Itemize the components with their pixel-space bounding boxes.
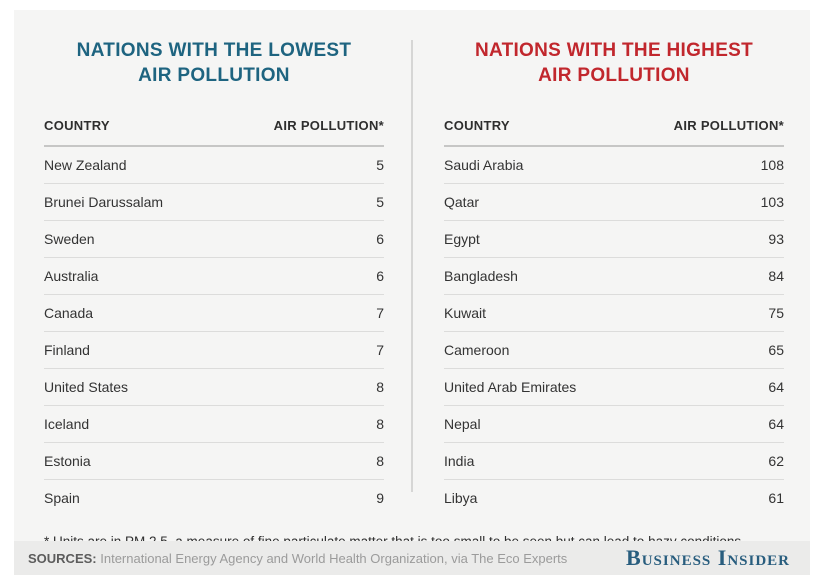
tables-container: NATIONS WITH THE LOWEST AIR POLLUTION CO… — [14, 10, 810, 516]
country-name: Egypt — [444, 231, 480, 247]
country-name: Australia — [44, 268, 99, 284]
country-name: Iceland — [44, 416, 90, 432]
country-name: United States — [44, 379, 129, 395]
table-row: Egypt 93 — [444, 221, 784, 258]
table-row: Canada 7 — [44, 295, 384, 332]
pollution-value: 5 — [376, 157, 384, 173]
pollution-value: 108 — [760, 157, 784, 173]
table-header: COUNTRY AIR POLLUTION* — [444, 118, 784, 147]
table-row: Estonia 8 — [44, 443, 384, 480]
sources-label: SOURCES: — [28, 550, 97, 566]
pollution-value: 8 — [376, 416, 384, 432]
country-name: India — [444, 453, 475, 469]
column-header-country: COUNTRY — [444, 118, 510, 133]
title-line-2: AIR POLLUTION — [138, 65, 290, 86]
country-name: United Arab Emirates — [444, 379, 577, 395]
title-line-2: AIR POLLUTION — [538, 65, 690, 86]
country-name: Nepal — [444, 416, 481, 432]
country-name: Finland — [44, 342, 90, 358]
business-insider-logo: Business Insider — [626, 545, 790, 570]
table-row: Brunei Darussalam 5 — [44, 184, 384, 221]
pollution-value: 5 — [376, 194, 384, 210]
column-header-country: COUNTRY — [44, 118, 110, 133]
pollution-value: 7 — [376, 342, 384, 358]
pollution-value: 103 — [760, 194, 784, 210]
table-row: Cameroon 65 — [444, 332, 784, 369]
pollution-value: 6 — [376, 268, 384, 284]
pollution-value: 64 — [768, 379, 784, 395]
table-row: India 62 — [444, 443, 784, 480]
country-name: Cameroon — [444, 342, 510, 358]
vertical-divider — [411, 40, 413, 492]
table-header: COUNTRY AIR POLLUTION* — [44, 118, 384, 147]
pollution-value: 64 — [768, 416, 784, 432]
country-name: Libya — [444, 490, 478, 506]
country-name: Spain — [44, 490, 80, 506]
table-row: Nepal 64 — [444, 406, 784, 443]
country-name: Bangladesh — [444, 268, 518, 284]
table-row: Australia 6 — [44, 258, 384, 295]
column-header-air-pollution: AIR POLLUTION* — [273, 118, 384, 133]
table-row: United States 8 — [44, 369, 384, 406]
pollution-value: 62 — [768, 453, 784, 469]
table-row: Finland 7 — [44, 332, 384, 369]
lowest-pollution-table: NATIONS WITH THE LOWEST AIR POLLUTION CO… — [14, 10, 406, 516]
table-row: Saudi Arabia 108 — [444, 147, 784, 184]
title-line-1: NATIONS WITH THE LOWEST — [76, 40, 352, 61]
pollution-value: 75 — [768, 305, 784, 321]
title-line-1: NATIONS WITH THE HIGHEST — [474, 40, 754, 61]
table-row: Spain 9 — [44, 480, 384, 516]
country-name: New Zealand — [44, 157, 127, 173]
pollution-value: 6 — [376, 231, 384, 247]
country-name: Kuwait — [444, 305, 487, 321]
lowest-table-title: NATIONS WITH THE LOWEST AIR POLLUTION — [44, 38, 384, 88]
pollution-value: 65 — [768, 342, 784, 358]
country-name: Brunei Darussalam — [44, 194, 164, 210]
pollution-value: 93 — [768, 231, 784, 247]
pollution-value: 9 — [376, 490, 384, 506]
table-row: Iceland 8 — [44, 406, 384, 443]
country-name: Saudi Arabia — [444, 157, 524, 173]
country-name: Qatar — [444, 194, 480, 210]
chart-panel: NATIONS WITH THE LOWEST AIR POLLUTION CO… — [14, 10, 810, 549]
country-name: Estonia — [44, 453, 91, 469]
pollution-value: 61 — [768, 490, 784, 506]
pollution-value: 84 — [768, 268, 784, 284]
pollution-value: 8 — [376, 379, 384, 395]
country-name: Sweden — [44, 231, 95, 247]
table-row: United Arab Emirates 64 — [444, 369, 784, 406]
column-header-air-pollution: AIR POLLUTION* — [673, 118, 784, 133]
country-name: Canada — [44, 305, 94, 321]
sources-line: SOURCES: International Energy Agency and… — [28, 551, 567, 566]
highest-pollution-table: NATIONS WITH THE HIGHEST AIR POLLUTION C… — [406, 10, 810, 516]
table-row: Libya 61 — [444, 480, 784, 516]
pollution-value: 8 — [376, 453, 384, 469]
table-row: Qatar 103 — [444, 184, 784, 221]
table-row: Bangladesh 84 — [444, 258, 784, 295]
sources-text: International Energy Agency and World He… — [96, 550, 568, 566]
table-row: Kuwait 75 — [444, 295, 784, 332]
pollution-value: 7 — [376, 305, 384, 321]
table-row: Sweden 6 — [44, 221, 384, 258]
highest-table-title: NATIONS WITH THE HIGHEST AIR POLLUTION — [444, 38, 784, 88]
table-row: New Zealand 5 — [44, 147, 384, 184]
footer-bar: SOURCES: International Energy Agency and… — [14, 541, 810, 575]
